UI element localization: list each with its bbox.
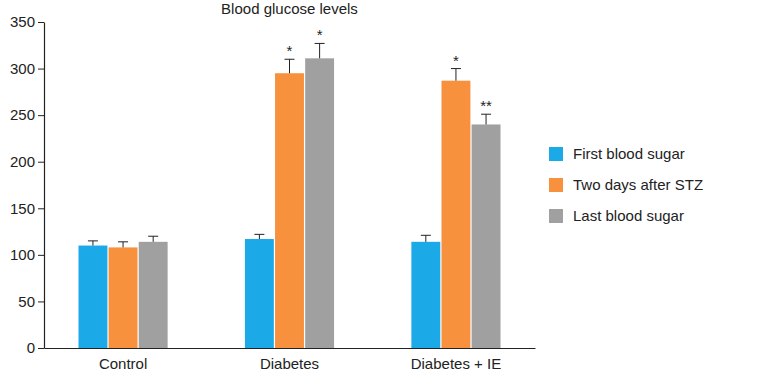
annotations: ***** — [287, 26, 492, 114]
y-tick-mark — [38, 255, 44, 256]
bar — [411, 242, 440, 348]
significance-mark: ** — [480, 97, 492, 114]
y-tick: 150 — [10, 200, 44, 217]
series — [139, 43, 501, 348]
bar — [305, 58, 334, 348]
error-cap — [254, 234, 264, 235]
y-tick-mark — [38, 115, 44, 116]
y-tick-mark — [38, 208, 44, 209]
error-bar — [285, 59, 295, 73]
error-bar — [254, 234, 264, 239]
x-tick: Diabetes — [260, 348, 319, 372]
error-line — [123, 242, 124, 248]
legend-label: First blood sugar — [573, 145, 685, 162]
y-axis-line — [44, 23, 45, 349]
error-bar — [148, 236, 158, 242]
y-tick-mark — [38, 162, 44, 163]
x-tick-label: Diabetes — [260, 355, 319, 372]
y-tick-label: 100 — [10, 246, 35, 263]
y-tick: 300 — [10, 60, 44, 77]
significance-mark: * — [287, 42, 293, 59]
y-tick-mark — [38, 301, 44, 302]
error-bar — [481, 114, 491, 124]
y-tick: 350 — [10, 13, 44, 30]
chart: Blood glucose levels 0 50 100 150 200 250 300 35… — [0, 0, 771, 382]
bar — [275, 73, 304, 348]
plot-area — [78, 43, 500, 348]
y-tick-label: 250 — [10, 106, 35, 123]
bar — [78, 246, 107, 348]
y-tick-label: 350 — [10, 13, 35, 30]
error-line — [289, 59, 290, 73]
y-tick: 100 — [10, 246, 44, 263]
series — [109, 59, 471, 348]
y-tick-mark — [38, 69, 44, 70]
legend-item: First blood sugar — [549, 145, 685, 162]
error-cap — [88, 240, 98, 241]
legend-label: Two days after STZ — [573, 176, 703, 193]
significance-mark: * — [317, 26, 323, 43]
error-bar — [315, 43, 325, 58]
error-line — [153, 236, 154, 242]
error-bar — [118, 242, 128, 248]
y-tick: 0 — [27, 339, 44, 356]
significance-mark: * — [453, 52, 459, 69]
x-axis: Control Diabetes Diabetes + IE — [45, 348, 536, 372]
y-tick-label: 50 — [18, 293, 35, 310]
y-tick-label: 150 — [10, 200, 35, 217]
x-tick: Diabetes + IE — [411, 348, 501, 372]
x-tick-label: Control — [99, 355, 147, 372]
y-tick: 50 — [18, 293, 44, 310]
y-tick-mark — [38, 22, 44, 23]
legend-swatch — [549, 209, 563, 223]
x-tick-label: Diabetes + IE — [411, 355, 501, 372]
x-tick: Control — [99, 348, 147, 372]
error-line — [259, 234, 260, 239]
bar — [245, 239, 274, 348]
y-tick: 250 — [10, 106, 44, 123]
y-tick-mark — [38, 348, 44, 349]
y-tick-label: 0 — [27, 339, 35, 356]
chart-title: Blood glucose levels — [221, 0, 358, 17]
y-tick-label: 200 — [10, 153, 35, 170]
error-line — [455, 69, 456, 81]
error-bar — [88, 241, 98, 246]
x-axis-line — [45, 348, 536, 349]
error-line — [425, 235, 426, 242]
error-line — [92, 241, 93, 246]
error-cap — [118, 241, 128, 242]
error-line — [486, 114, 487, 124]
legend-label: Last blood sugar — [573, 207, 684, 224]
bar — [441, 81, 470, 348]
error-bar — [421, 235, 431, 242]
bar — [139, 242, 168, 348]
legend-item: Last blood sugar — [549, 207, 684, 224]
legend: First blood sugar Two days after STZ Last … — [549, 145, 703, 224]
legend-item: Two days after STZ — [549, 176, 703, 193]
error-cap — [421, 235, 431, 236]
error-cap — [148, 236, 158, 237]
y-tick-label: 300 — [10, 60, 35, 77]
bar — [109, 247, 138, 348]
series — [78, 234, 440, 348]
y-tick: 200 — [10, 153, 44, 170]
legend-swatch — [549, 178, 563, 192]
bar — [472, 124, 501, 348]
error-bar — [451, 69, 461, 81]
legend-swatch — [549, 147, 563, 161]
y-axis: 0 50 100 150 200 250 300 350 — [10, 13, 45, 356]
error-line — [319, 43, 320, 58]
